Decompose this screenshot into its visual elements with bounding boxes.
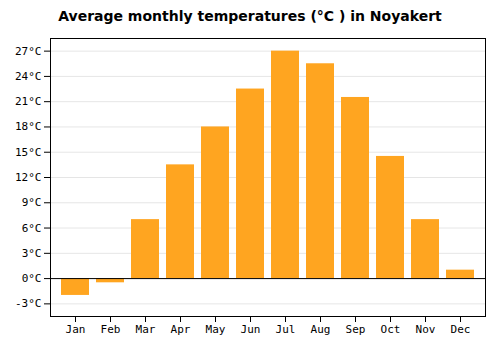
svg-text:Mar: Mar [136, 323, 156, 336]
svg-text:12°C: 12°C [15, 171, 42, 184]
svg-text:Dec: Dec [451, 323, 471, 336]
svg-text:Oct: Oct [381, 323, 401, 336]
svg-text:Aug: Aug [311, 323, 331, 336]
svg-text:24°C: 24°C [15, 70, 42, 83]
svg-text:6°C: 6°C [22, 222, 42, 235]
svg-text:18°C: 18°C [15, 120, 42, 133]
svg-text:3°C: 3°C [22, 247, 42, 260]
svg-text:Nov: Nov [416, 323, 436, 336]
svg-text:Sep: Sep [346, 323, 366, 336]
svg-text:0°C: 0°C [22, 272, 42, 285]
svg-text:Apr: Apr [171, 323, 191, 336]
svg-text:27°C: 27°C [15, 45, 42, 58]
html-text:Average monthly temperatures (: Average monthly temperatures (°C ) in No… [58, 8, 442, 24]
svg-text:Jul: Jul [276, 323, 296, 336]
svg-text:Jun: Jun [241, 323, 261, 336]
svg-text:15°C: 15°C [15, 146, 42, 159]
svg-text:9°C: 9°C [22, 196, 42, 209]
svg-text:-3°C: -3°C [15, 297, 42, 310]
svg-text:21°C: 21°C [15, 95, 42, 108]
svg-text:Jan: Jan [66, 323, 86, 336]
svg-text:Feb: Feb [101, 323, 121, 336]
svg-text:May: May [206, 323, 226, 336]
